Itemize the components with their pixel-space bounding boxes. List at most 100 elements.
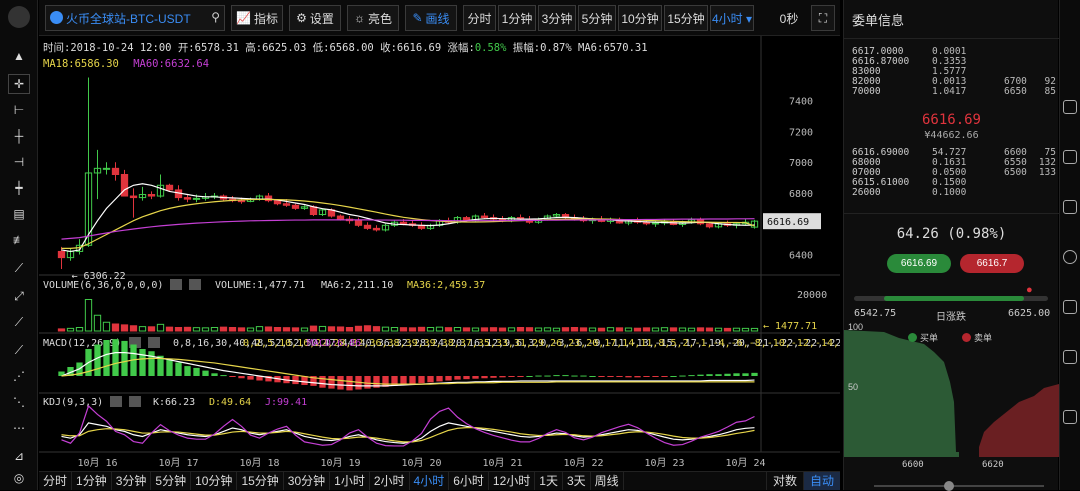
panel-icon-2[interactable]	[1063, 150, 1077, 164]
panel-icon-5[interactable]	[1063, 300, 1077, 314]
interval-2[interactable]: 3分钟	[538, 5, 576, 31]
chat-icon[interactable]	[1063, 250, 1077, 264]
bottom-interval-0[interactable]: 分时	[39, 472, 73, 490]
bottom-interval-2[interactable]: 3分钟	[112, 472, 152, 490]
candle-body	[192, 197, 201, 200]
macd-bar	[346, 376, 353, 391]
extended-line-icon[interactable]: ⟋	[14, 342, 24, 357]
macd-dif-line	[61, 352, 755, 387]
x-tick-label: 10月 23	[644, 457, 684, 469]
sun-icon: ☼	[353, 11, 365, 25]
volume-bar	[687, 327, 696, 332]
bottom-interval-5[interactable]: 15分钟	[237, 472, 284, 490]
interval-4[interactable]: 10分钟	[618, 5, 662, 31]
kdj-d: D:49.64	[209, 397, 251, 408]
bottom-interval-3[interactable]: 5分钟	[151, 472, 192, 490]
volume-bar	[750, 327, 759, 332]
macd-bar	[652, 376, 659, 377]
parallel-lines-icon[interactable]: ≢	[13, 233, 25, 247]
settings-button[interactable]: ⚙ 设置	[289, 5, 341, 31]
bottom-interval-11[interactable]: 12小时	[489, 472, 536, 490]
slider-handle[interactable]	[944, 481, 954, 491]
brightness-button[interactable]: ☼ 亮色	[347, 5, 399, 31]
x-tick-label: 10月 18	[239, 457, 279, 469]
indicators-button[interactable]: 📈 指标	[231, 5, 283, 31]
bottom-interval-12[interactable]: 1天	[535, 472, 563, 490]
bottom-interval-1[interactable]: 1分钟	[72, 472, 112, 490]
horizontal-line-icon[interactable]: ┼	[14, 129, 24, 143]
volume-bar	[534, 327, 543, 332]
bottom-interval-8[interactable]: 2小时	[370, 472, 410, 490]
interval-5[interactable]: 15分钟	[664, 5, 708, 31]
fib-icon[interactable]: ⋱	[13, 395, 25, 409]
candle-body	[372, 227, 381, 231]
kdj-j: J:99.41	[265, 397, 307, 408]
ray-icon[interactable]: ⟋	[14, 314, 24, 329]
panel-icon-7[interactable]	[1063, 410, 1077, 424]
price-channel-icon[interactable]: ▤	[13, 207, 25, 221]
macd-bar	[526, 376, 533, 377]
macd-bar	[445, 376, 452, 381]
sell-price-button[interactable]: 6616.7	[960, 254, 1024, 273]
macd-bar	[436, 376, 443, 382]
macd-bar	[364, 376, 371, 389]
daily-range-track	[854, 296, 1048, 301]
macd-bar	[67, 367, 74, 376]
volume-settings-icon	[170, 279, 182, 290]
y-tick-label: 7200	[789, 127, 813, 138]
bids-row: 6616.69000 54.727 6600 75	[852, 147, 1056, 158]
macd-bar	[301, 376, 308, 385]
panel-icon-3[interactable]	[1063, 200, 1077, 214]
macd-bar	[220, 375, 227, 377]
gann-icon[interactable]: ⊿	[13, 449, 25, 463]
fullscreen-icon[interactable]: ⛶	[811, 5, 835, 31]
bottom-interval-14[interactable]: 周线	[591, 472, 624, 490]
log-scale-button[interactable]: 对数	[765, 472, 803, 490]
bottom-interval-7[interactable]: 1小时	[330, 472, 370, 490]
pitchfork-icon[interactable]: ⋰	[13, 369, 25, 383]
macd-bar	[202, 370, 209, 376]
candle-body	[300, 206, 309, 209]
depth-chart[interactable]	[844, 322, 1059, 487]
candle-body	[552, 214, 561, 217]
macd-bar	[679, 375, 686, 377]
pointer-icon[interactable]: ▲	[13, 49, 25, 63]
buy-price-button[interactable]: 6616.69	[887, 254, 951, 273]
volume-bar	[291, 327, 300, 332]
horizontal-ray-icon[interactable]: ⊢	[13, 103, 25, 117]
symbol-selector[interactable]: 火币全球站-BTC-USDT ⚲	[45, 5, 225, 31]
panel-icon-1[interactable]	[1063, 100, 1077, 114]
panel-icon-6[interactable]	[1063, 350, 1077, 364]
auto-scale-button[interactable]: 自动	[802, 472, 840, 490]
interval-6[interactable]: 4小时 ▾	[710, 5, 754, 31]
depth-zoom-slider[interactable]	[874, 481, 1044, 491]
macd-bar	[139, 349, 146, 376]
candle-body	[120, 174, 129, 197]
crosshair-icon[interactable]: ✛	[8, 74, 30, 94]
interval-0[interactable]: 分时	[463, 5, 496, 31]
cycle-icon[interactable]: ◎	[13, 471, 25, 485]
search-icon[interactable]: ⚲	[211, 10, 220, 24]
draw-button[interactable]: ✎ 画线	[405, 5, 457, 31]
bottom-interval-9[interactable]: 4小时	[410, 472, 450, 490]
ma60-label: MA60:6632.64	[133, 58, 210, 70]
kline-chart[interactable]: 6400660068007000720074006616.69← 6306.22…	[39, 36, 840, 471]
trend-line-icon[interactable]: ⟋	[14, 260, 24, 275]
interval-1[interactable]: 1分钟	[498, 5, 536, 31]
volume-bar	[660, 327, 669, 332]
bids-row: 26000 0.1000	[852, 187, 967, 198]
candle-body	[309, 206, 318, 216]
trend-angle-icon[interactable]: ⤢	[14, 288, 24, 303]
asks-row: 6616.87000 0.3353	[852, 56, 967, 67]
horizontal-segment-icon[interactable]: ⊣	[13, 155, 25, 169]
fan-icon[interactable]: ⋯	[13, 421, 25, 435]
bottom-interval-6[interactable]: 30分钟	[284, 472, 331, 490]
candle-body	[84, 172, 93, 246]
volume-bar	[489, 327, 498, 332]
interval-3[interactable]: 5分钟	[578, 5, 616, 31]
vertical-line-icon[interactable]: ┿	[15, 181, 23, 195]
order-panel: 委单信息 6617.0000 0.0001 6616.87000 0.3353 8300…	[843, 0, 1059, 491]
bottom-interval-4[interactable]: 10分钟	[191, 472, 238, 490]
bottom-interval-13[interactable]: 3天	[563, 472, 591, 490]
bottom-interval-10[interactable]: 6小时	[449, 472, 489, 490]
